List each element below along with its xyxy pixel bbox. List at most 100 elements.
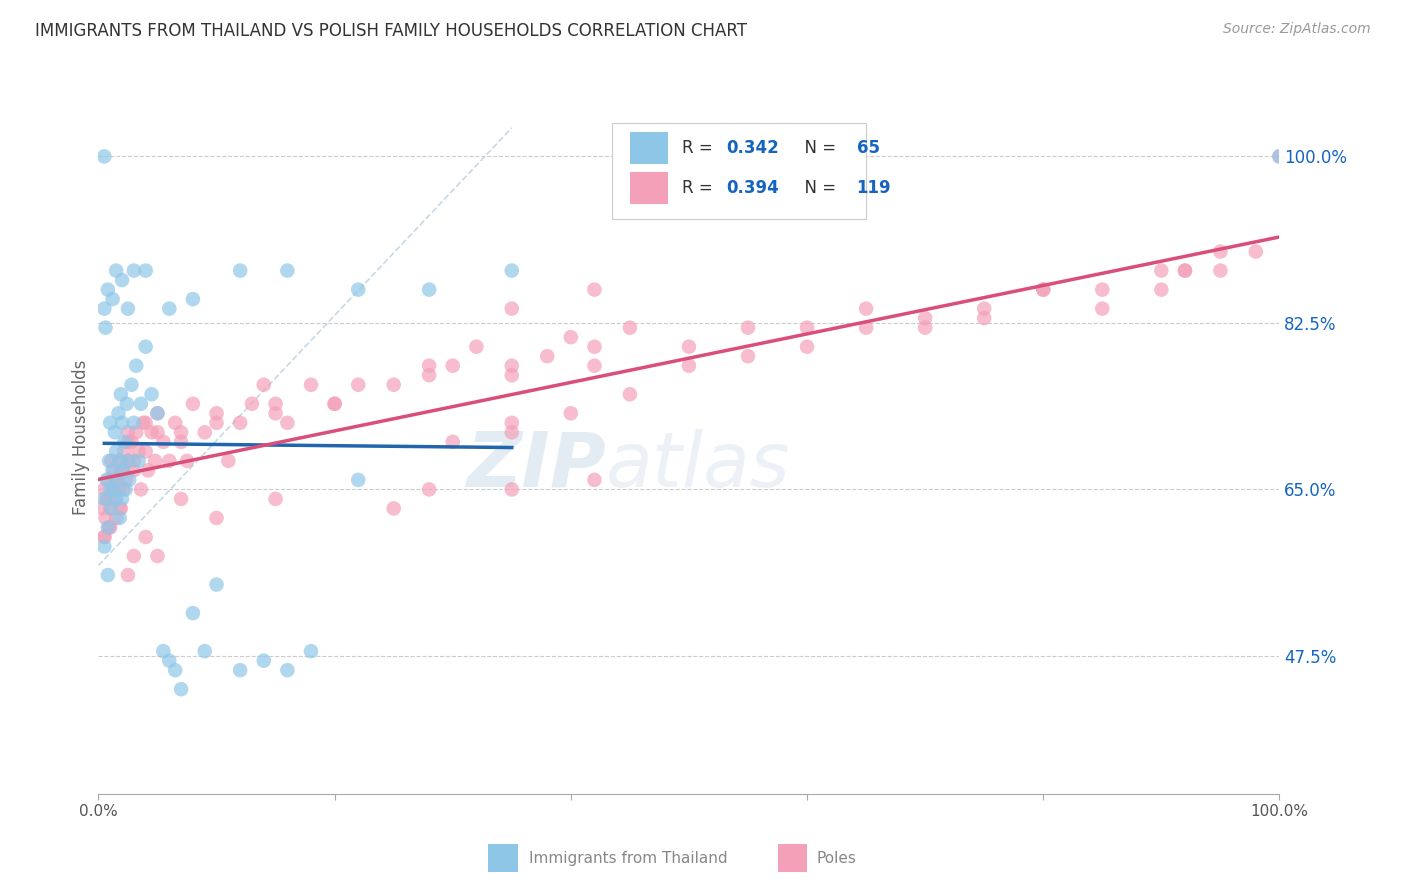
Point	[128, 444, 150, 458]
Point	[229, 663, 252, 677]
Point	[583, 473, 606, 487]
Point	[276, 263, 298, 277]
Point	[323, 397, 346, 411]
Point	[796, 340, 818, 354]
Point	[382, 377, 405, 392]
Point	[114, 483, 136, 497]
Point	[117, 568, 139, 582]
Point	[111, 491, 134, 506]
Point	[111, 463, 134, 477]
Point	[110, 387, 132, 401]
Text: Poles: Poles	[817, 851, 856, 865]
Point	[103, 483, 125, 497]
Point	[112, 434, 135, 449]
Y-axis label: Family Households: Family Households	[72, 359, 90, 515]
Point	[1268, 149, 1291, 163]
Point	[121, 434, 143, 449]
Point	[1244, 244, 1267, 259]
Point	[1032, 283, 1054, 297]
Point	[101, 463, 124, 477]
Point	[347, 473, 370, 487]
Point	[136, 463, 159, 477]
Text: 119: 119	[856, 178, 891, 196]
Point	[108, 501, 131, 516]
Point	[122, 416, 145, 430]
Point	[229, 263, 252, 277]
Point	[1174, 263, 1197, 277]
Point	[165, 416, 187, 430]
Point	[973, 311, 995, 326]
Point	[418, 283, 440, 297]
Point	[501, 483, 523, 497]
Point	[98, 454, 121, 468]
Point	[96, 491, 118, 506]
Point	[98, 483, 121, 497]
Point	[418, 483, 440, 497]
Point	[194, 644, 217, 658]
Point	[501, 416, 523, 430]
Point	[108, 511, 131, 525]
Point	[501, 359, 523, 373]
Point	[132, 416, 155, 430]
Point	[229, 416, 252, 430]
Point	[122, 263, 145, 277]
Point	[135, 340, 157, 354]
Point	[465, 340, 488, 354]
Bar	[630, 171, 668, 203]
Point	[97, 520, 120, 534]
Text: ZIP: ZIP	[467, 429, 606, 502]
Point	[97, 473, 120, 487]
Point	[205, 511, 228, 525]
Point	[100, 454, 122, 468]
Point	[181, 292, 204, 306]
Point	[111, 416, 134, 430]
Point	[146, 425, 169, 440]
Point	[181, 397, 204, 411]
Point	[105, 511, 128, 525]
Point	[146, 406, 169, 420]
Point	[152, 644, 174, 658]
Point	[128, 454, 150, 468]
Point	[441, 359, 464, 373]
Point	[91, 501, 114, 516]
Point	[104, 425, 127, 440]
Point	[1268, 149, 1291, 163]
Point	[501, 301, 523, 316]
Point	[1150, 283, 1173, 297]
Point	[100, 501, 122, 516]
Point	[796, 320, 818, 334]
Point	[205, 577, 228, 591]
Point	[501, 425, 523, 440]
Bar	[488, 844, 517, 872]
Point	[141, 387, 163, 401]
Point	[108, 454, 131, 468]
Point	[117, 301, 139, 316]
Point	[112, 444, 135, 458]
Point	[93, 540, 115, 554]
Point	[122, 454, 145, 468]
Point	[737, 320, 759, 334]
Point	[98, 520, 121, 534]
Point	[135, 416, 157, 430]
Point	[135, 530, 157, 544]
Point	[129, 397, 152, 411]
Point	[678, 340, 700, 354]
Point	[101, 292, 124, 306]
Point	[93, 149, 115, 163]
Point	[583, 283, 606, 297]
Point	[170, 682, 193, 697]
Point	[101, 483, 124, 497]
Point	[110, 501, 132, 516]
Point	[855, 320, 877, 334]
Point	[118, 473, 141, 487]
Point	[737, 349, 759, 363]
Point	[973, 301, 995, 316]
Point	[93, 530, 115, 544]
Point	[253, 377, 276, 392]
FancyBboxPatch shape	[612, 123, 866, 219]
Point	[583, 340, 606, 354]
Point	[170, 425, 193, 440]
Point	[93, 530, 115, 544]
Point	[619, 320, 641, 334]
Text: IMMIGRANTS FROM THAILAND VS POLISH FAMILY HOUSEHOLDS CORRELATION CHART: IMMIGRANTS FROM THAILAND VS POLISH FAMIL…	[35, 22, 747, 40]
